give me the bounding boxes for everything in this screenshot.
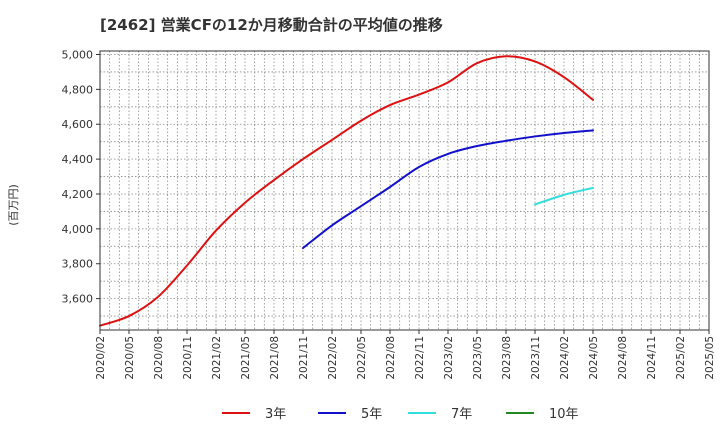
x-tick-label: 2021/08: [269, 336, 281, 380]
y-tick-label: 5,000: [62, 48, 94, 61]
y-tick-labels: 3,600 3,800 4,000 4,200 4,400 4,600 4,800 5,000: [62, 48, 100, 306]
x-tick-label: 2024/05: [588, 336, 600, 380]
x-tick-label: 2022/02: [327, 336, 339, 380]
x-tick-label: 2021/11: [298, 336, 310, 380]
legend-label: 3年: [265, 407, 286, 422]
x-tick-label: 2020/08: [153, 336, 165, 380]
x-tick-labels: 2020/02 2020/05 2020/08 2020/11 2021/02 2021/…: [95, 330, 716, 380]
y-tick-label: 4,400: [62, 153, 94, 166]
legend-label: 10年: [549, 407, 579, 422]
x-tick-label: 2022/08: [385, 336, 397, 380]
x-tick-label: 2025/02: [675, 336, 687, 380]
x-tick-label: 2024/02: [559, 336, 571, 380]
y-tick-label: 3,800: [62, 258, 94, 271]
x-tick-label: 2023/08: [501, 336, 513, 380]
x-tick-label: 2023/05: [472, 336, 484, 380]
legend: 3年 5年 7年 10年: [222, 407, 579, 422]
series-lines: [99, 55, 594, 327]
plot-frame: [99, 50, 710, 331]
x-tick-label: 2023/11: [530, 336, 542, 380]
x-tick-label: 2020/11: [182, 336, 194, 380]
legend-label: 7年: [451, 407, 472, 422]
x-tick-label: 2020/02: [95, 336, 107, 380]
series-line-2: [302, 129, 594, 250]
x-tick-label: 2024/11: [646, 336, 658, 380]
x-tick-label: 2021/05: [240, 336, 252, 380]
x-tick-label: 2024/08: [617, 336, 629, 380]
y-tick-label: 3,600: [62, 293, 94, 306]
series-line-1: [99, 55, 594, 327]
x-tick-label: 2022/11: [414, 336, 426, 380]
x-tick-label: 2023/02: [443, 336, 455, 380]
y-tick-label: 4,000: [62, 223, 94, 236]
series-line-3: [534, 186, 594, 206]
x-tick-label: 2022/05: [356, 336, 368, 380]
y-tick-label: 4,200: [62, 188, 94, 201]
x-tick-label: 2021/02: [211, 336, 223, 380]
y-tick-label: 4,800: [62, 83, 94, 96]
grid: [100, 51, 709, 330]
x-tick-label: 2025/05: [704, 336, 716, 380]
chart-title: [2462] 営業CFの12か月移動合計の平均値の推移: [100, 16, 443, 34]
y-tick-label: 4,600: [62, 118, 94, 131]
legend-label: 5年: [361, 407, 382, 422]
y-axis-label: (百万円): [7, 184, 20, 226]
x-tick-label: 2020/05: [124, 336, 136, 380]
